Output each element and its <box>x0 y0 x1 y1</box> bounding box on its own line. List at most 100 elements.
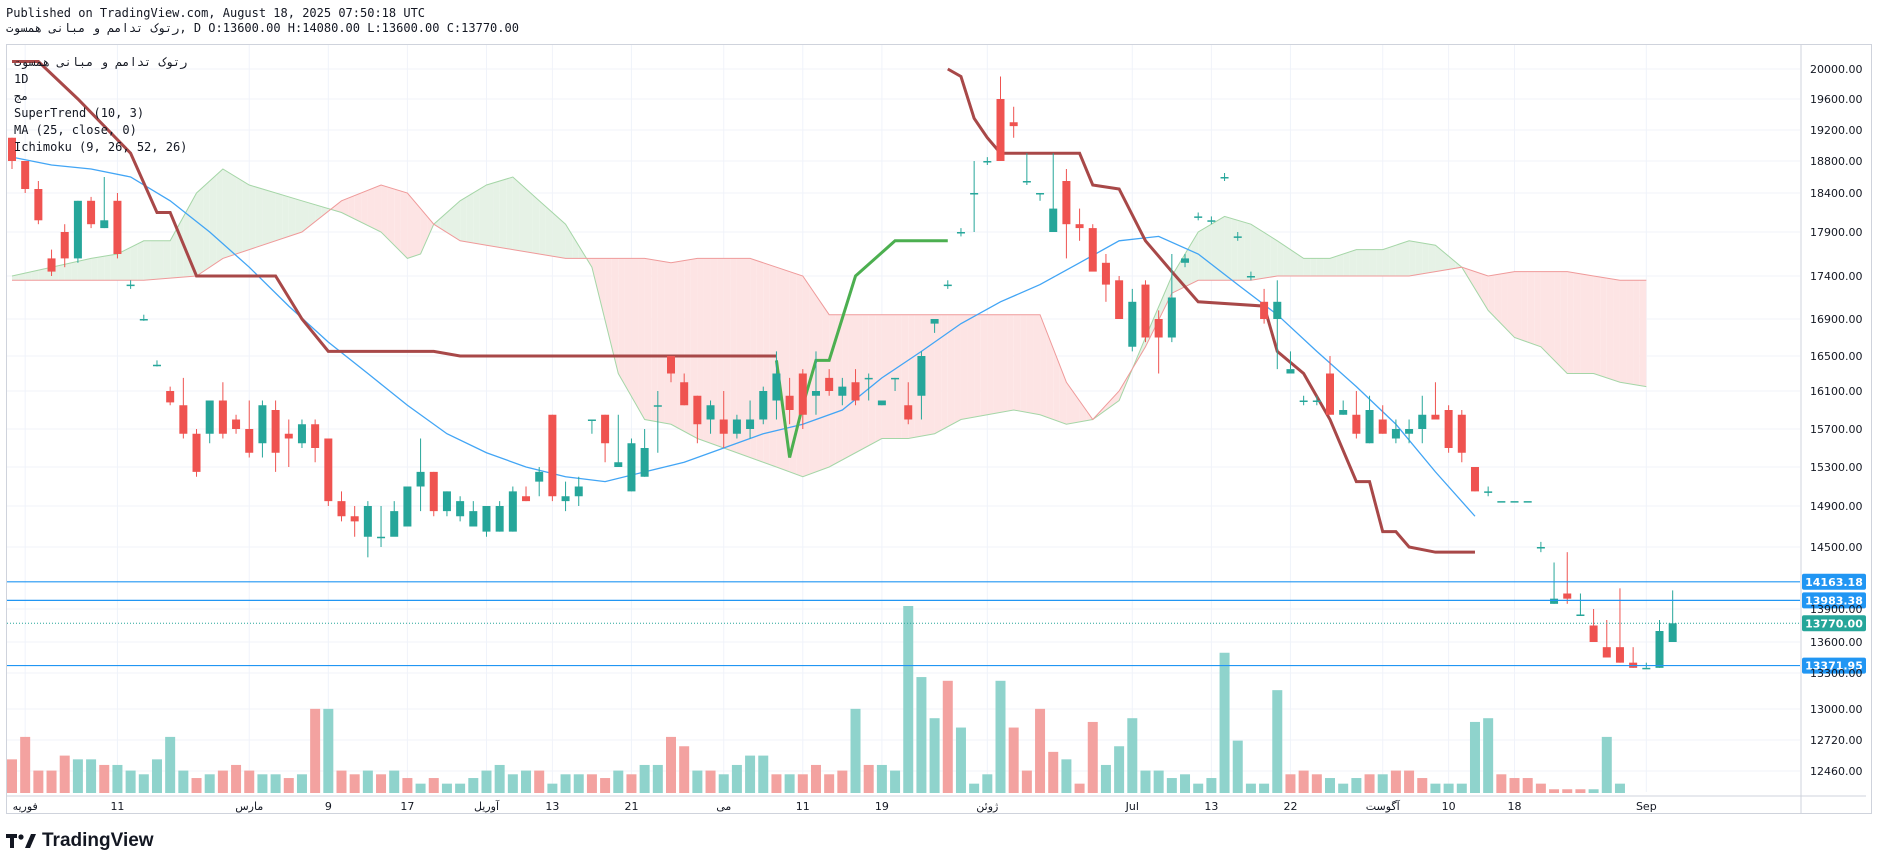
candle-body[interactable] <box>1536 547 1545 549</box>
candle-body[interactable] <box>1589 625 1598 643</box>
candle-body[interactable] <box>772 373 781 401</box>
candle-body[interactable] <box>667 356 675 374</box>
candle-body[interactable] <box>943 284 952 287</box>
horizontal-levels[interactable]: 14163.18 13983.38 13371.95 13770.00 <box>7 573 1866 674</box>
candle-body[interactable] <box>442 491 451 512</box>
candle-body[interactable] <box>1484 491 1493 493</box>
candle-body[interactable] <box>1510 501 1519 503</box>
candle-body[interactable] <box>1022 181 1031 183</box>
chart-frame[interactable] <box>6 44 1872 814</box>
candle-body[interactable] <box>1075 224 1084 229</box>
candle-body[interactable] <box>693 395 702 425</box>
candle-body[interactable] <box>1128 301 1137 347</box>
candle-body[interactable] <box>284 433 293 439</box>
candle-body[interactable] <box>1049 208 1058 232</box>
candle-body[interactable] <box>1233 236 1242 238</box>
candle-body[interactable] <box>1246 276 1255 278</box>
candle-body[interactable] <box>522 496 531 502</box>
candle-body[interactable] <box>245 429 254 453</box>
candle-body[interactable] <box>956 232 965 234</box>
legend-supertrend[interactable]: SuperTrend (10, 3) <box>14 106 145 120</box>
candle-body[interactable] <box>456 501 465 517</box>
candle-body[interactable] <box>1352 414 1361 434</box>
candle-body[interactable] <box>1602 647 1611 658</box>
candle-body[interactable] <box>851 382 860 401</box>
candle-body[interactable] <box>1444 410 1453 448</box>
candle-body[interactable] <box>983 161 992 163</box>
candle-body[interactable] <box>1036 193 1045 195</box>
candle-body[interactable] <box>297 424 306 444</box>
candle-body[interactable] <box>113 200 122 254</box>
candle-body[interactable] <box>640 448 649 477</box>
candle-body[interactable] <box>759 391 768 420</box>
candle-body[interactable] <box>877 400 886 406</box>
candle-body[interactable] <box>139 319 148 321</box>
candle-body[interactable] <box>1470 467 1479 492</box>
candle-body[interactable] <box>495 506 504 532</box>
candle-body[interactable] <box>324 438 333 502</box>
price-axis[interactable]: 20000.00 19600.00 19200.00 18800.00 18400.00… <box>1800 45 1863 813</box>
candle-body[interactable] <box>706 405 715 420</box>
candle-body[interactable] <box>482 506 491 532</box>
candle-body[interactable] <box>21 161 30 189</box>
candle-body[interactable] <box>548 414 557 497</box>
candle-body[interactable] <box>126 284 135 287</box>
candle-body[interactable] <box>535 471 544 482</box>
candle-body[interactable] <box>1615 647 1624 663</box>
candle-body[interactable] <box>1457 414 1466 453</box>
candle-body[interactable] <box>403 486 412 527</box>
candle-body[interactable] <box>60 232 69 259</box>
candle-body[interactable] <box>1668 623 1677 642</box>
candle-body[interactable] <box>746 419 755 430</box>
candle-body[interactable] <box>864 377 873 380</box>
candle-body[interactable] <box>653 405 662 407</box>
candle-body[interactable] <box>469 511 478 527</box>
candle-body[interactable] <box>1655 631 1664 668</box>
candles[interactable] <box>8 76 1677 670</box>
candle-body[interactable] <box>87 200 96 225</box>
footer-brand[interactable]: TradingView <box>6 830 154 852</box>
candle-body[interactable] <box>587 419 596 422</box>
candle-body[interactable] <box>561 496 570 502</box>
candle-body[interactable] <box>192 433 201 472</box>
candle-body[interactable] <box>614 462 623 467</box>
candle-body[interactable] <box>1220 177 1229 179</box>
candle-body[interactable] <box>1563 593 1572 599</box>
candle-body[interactable] <box>719 419 728 434</box>
candle-body[interactable] <box>311 424 320 448</box>
candle-body[interactable] <box>1339 410 1348 415</box>
candle-body[interactable] <box>811 391 820 396</box>
candle-body[interactable] <box>258 405 267 444</box>
candle-body[interactable] <box>47 258 56 272</box>
candle-body[interactable] <box>1286 369 1295 374</box>
candle-body[interactable] <box>1062 181 1071 225</box>
candle-body[interactable] <box>996 99 1005 161</box>
candle-body[interactable] <box>218 400 227 434</box>
candle-body[interactable] <box>350 516 359 522</box>
candle-body[interactable] <box>1378 419 1387 434</box>
candle-body[interactable] <box>891 377 900 380</box>
candle-body[interactable] <box>337 501 346 517</box>
candle-body[interactable] <box>1167 297 1176 338</box>
candle-body[interactable] <box>1194 216 1203 218</box>
candle-body[interactable] <box>1497 501 1506 503</box>
candle-body[interactable] <box>1326 373 1334 415</box>
candle-body[interactable] <box>1576 614 1585 617</box>
candle-body[interactable] <box>179 405 188 434</box>
candle-body[interactable] <box>1207 220 1216 222</box>
candle-body[interactable] <box>838 386 847 396</box>
legend-ma[interactable]: MA (25, close, 0) <box>14 123 137 137</box>
candle-body[interactable] <box>785 395 794 410</box>
candle-body[interactable] <box>930 319 939 324</box>
candle-body[interactable] <box>1273 301 1282 319</box>
candle-body[interactable] <box>1181 258 1190 263</box>
candle-body[interactable] <box>100 220 109 229</box>
candle-body[interactable] <box>1642 667 1651 670</box>
candle-body[interactable] <box>1260 301 1269 319</box>
candle-body[interactable] <box>377 536 386 539</box>
candle-body[interactable] <box>732 419 741 434</box>
candle-body[interactable] <box>232 419 241 430</box>
candle-body[interactable] <box>825 377 834 391</box>
candle-body[interactable] <box>1141 284 1150 338</box>
